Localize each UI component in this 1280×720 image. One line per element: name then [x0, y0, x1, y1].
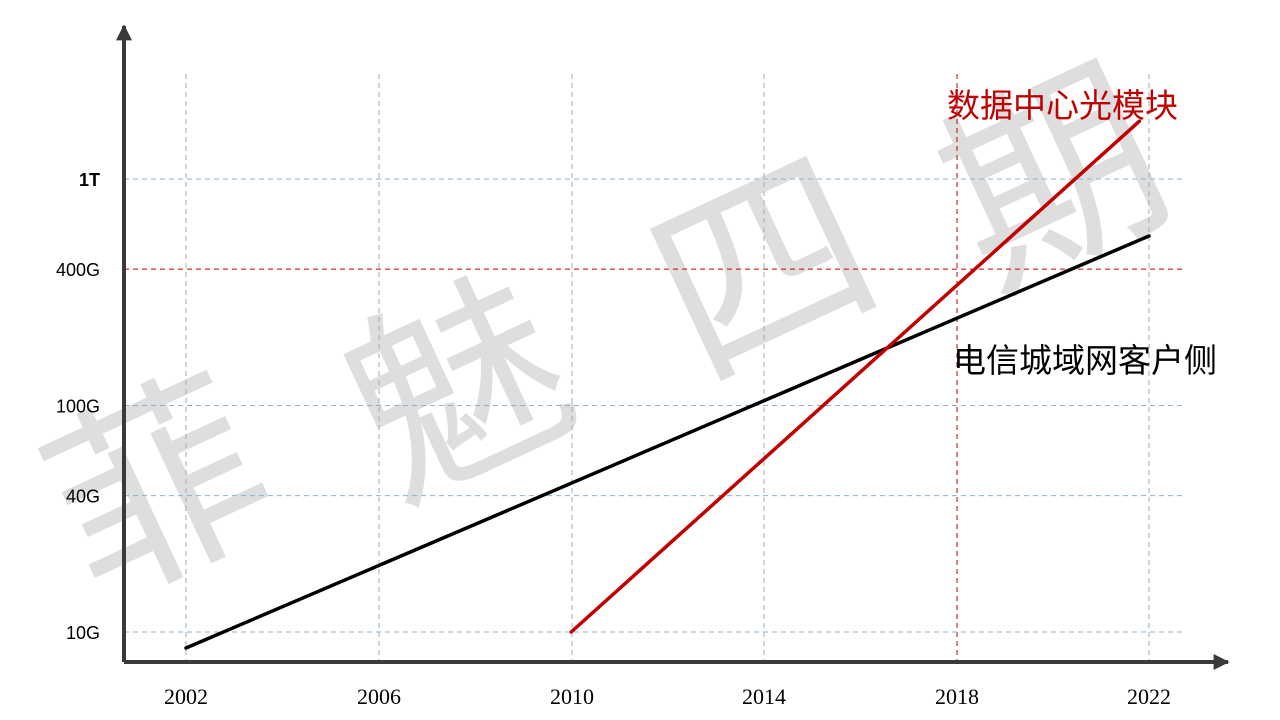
telecom-metro-label: 电信城域网客户侧 [953, 341, 1217, 380]
y-tick-label: 10G [66, 623, 100, 643]
x-tick-label: 2022 [1127, 684, 1171, 709]
y-tick-label: 400G [56, 260, 100, 280]
x-tick-label: 2002 [164, 684, 208, 709]
watermark-char: 四 [618, 115, 912, 426]
datacenter-module-label: 数据中心光模块 [947, 86, 1178, 125]
y-tick-label: 40G [66, 487, 100, 507]
datacenter-module-line [569, 119, 1142, 634]
telecom-metro-line [184, 234, 1151, 650]
x-tick-label: 2014 [742, 684, 786, 709]
x-tick-label: 2006 [357, 684, 401, 709]
x-tick-label: 2010 [550, 684, 594, 709]
watermark-char: 菲 [13, 335, 307, 646]
axes [116, 24, 1230, 670]
watermark-char: 魅 [313, 235, 607, 546]
grid [124, 74, 1183, 662]
series-labels: 电信城域网客户侧 数据中心光模块 [947, 86, 1217, 380]
y-tick-label: 1T [79, 170, 100, 190]
y-tick-label: 100G [56, 397, 100, 417]
series-lines [184, 119, 1151, 650]
x-tick-label: 2018 [935, 684, 979, 709]
tick-labels: 2002 2006 2010 2014 2018 2022 10G 40G 100G 400G 1T [56, 170, 1171, 709]
